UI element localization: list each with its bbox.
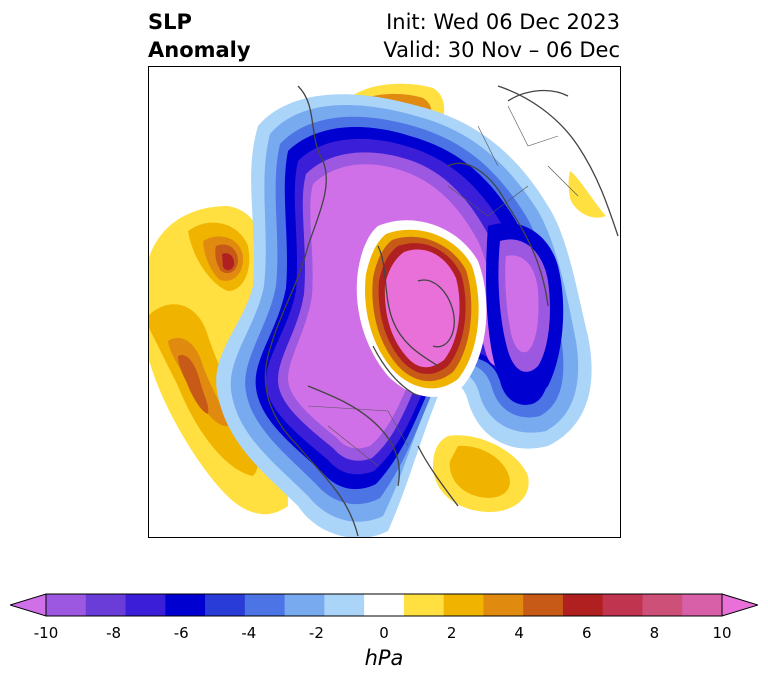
colorbar-tick-label: 4 [514,624,524,642]
title-left: SLP Anomaly [148,8,251,64]
borders [307,105,579,467]
colorbar-segment [244,594,286,616]
colorbar-tick-label: 2 [446,624,457,642]
anomaly-map [148,66,621,538]
colorbar-extend-max [721,593,758,617]
colorbar-segment [324,594,365,616]
atlantic-high-anomaly [433,171,606,512]
colorbar-extend-min [10,593,47,617]
colorbar-segment [284,594,325,616]
colorbar-tick-label: 10 [712,624,732,642]
title-variable: SLP [148,10,192,34]
colorbar-segment [46,594,87,616]
colorbar-segment [364,594,405,616]
colorbar-segment [483,594,524,616]
colorbar-segment [443,594,484,616]
polar-positive-core [356,220,487,397]
map-frame [148,66,621,538]
title-right: Init: Wed 06 Dec 2023 Valid: 30 Nov – 06… [383,8,620,64]
colorbar-frame [45,593,723,617]
colorbar-segment [602,594,643,616]
coastlines [264,85,619,537]
colorbar-tick-label: 8 [649,624,660,642]
colorbar-tick-label: 0 [379,624,389,642]
colorbar-segments [10,593,758,617]
colorbar-segment [523,594,564,616]
anomaly-fields [148,83,619,538]
colorbar-tick-label: -6 [173,624,189,642]
colorbar-segment [165,594,206,616]
colorbar-segment [403,594,445,616]
colorbar-segment [125,594,166,616]
colorbar [10,593,758,617]
colorbar-tick-label: 6 [582,624,592,642]
colorbar-segment [85,594,127,616]
valid-range: Valid: 30 Nov – 06 Dec [383,38,620,62]
title-type: Anomaly [148,38,251,62]
colorbar-segment [562,594,604,616]
colorbar-tick-label: -2 [308,624,324,642]
colorbar-tick-label: -4 [241,624,257,642]
colorbar-segment [682,594,723,616]
colorbar-unit: hPa [364,646,404,670]
colorbar-segment [642,594,683,616]
colorbar-segment [205,594,246,616]
colorbar-tick-label: -10 [33,624,59,642]
colorbar-tick-label: -8 [106,624,122,642]
init-date: Init: Wed 06 Dec 2023 [386,10,620,34]
